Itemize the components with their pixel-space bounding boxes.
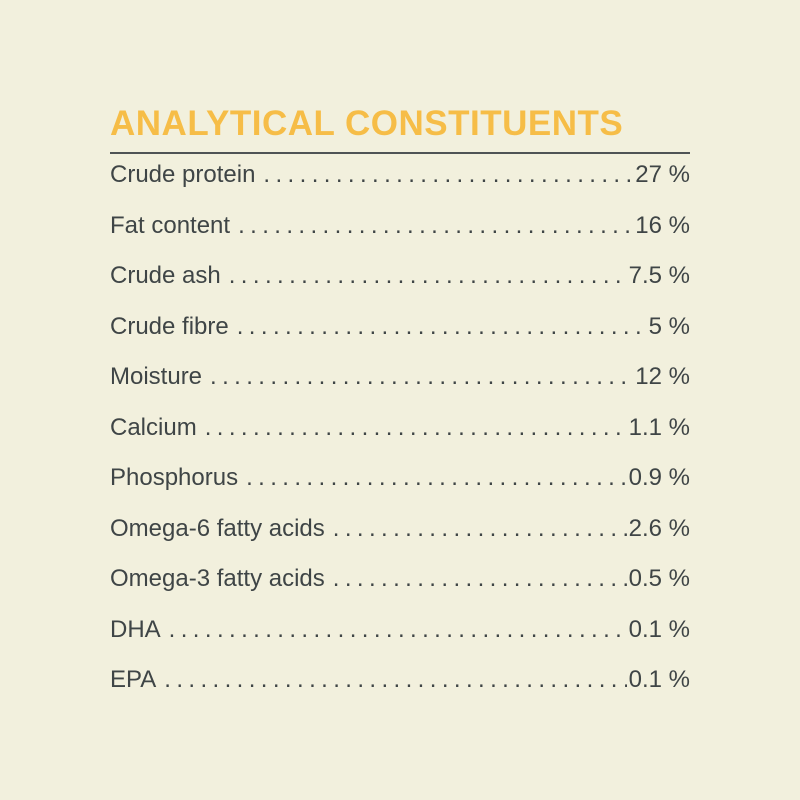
constituent-label: Omega-6 fatty acids bbox=[110, 514, 325, 542]
constituent-row-calcium: Calcium 1.1 % bbox=[110, 414, 690, 465]
constituent-row-moisture: Moisture 12 % bbox=[110, 363, 690, 414]
constituent-value: 27 % bbox=[635, 161, 690, 188]
constituent-row-fat-content: Fat content 16 % bbox=[110, 212, 690, 263]
constituents-list: Crude protein 27 % Fat content 16 % Crud… bbox=[110, 161, 690, 717]
constituent-value: 2.6 % bbox=[628, 514, 690, 542]
dot-leader bbox=[333, 565, 627, 593]
constituent-label: Moisture bbox=[110, 363, 203, 390]
constituent-row-dha: DHA 0.1 % bbox=[110, 616, 690, 667]
title-divider bbox=[110, 152, 690, 154]
constituent-value: 5 % bbox=[648, 312, 690, 340]
dot-leader bbox=[210, 363, 633, 391]
constituent-label: Fat content bbox=[110, 211, 231, 239]
dot-leader bbox=[169, 616, 627, 644]
constituent-value: 0.1 % bbox=[628, 615, 690, 643]
dot-leader bbox=[237, 313, 647, 341]
dot-leader bbox=[238, 212, 633, 240]
constituent-label: Phosphorus bbox=[110, 464, 239, 491]
constituent-value: 0.5 % bbox=[628, 565, 690, 592]
constituent-row-omega-6: Omega-6 fatty acids 2.6 % bbox=[110, 515, 690, 566]
dot-leader bbox=[229, 262, 627, 290]
constituent-row-phosphorus: Phosphorus 0.9 % bbox=[110, 464, 690, 515]
constituent-row-epa: EPA 0.1 % bbox=[110, 666, 690, 717]
constituent-label: Calcium bbox=[110, 413, 197, 441]
constituent-row-crude-ash: Crude ash 7.5 % bbox=[110, 262, 690, 313]
constituent-row-omega-3: Omega-3 fatty acids 0.5 % bbox=[110, 565, 690, 616]
constituent-row-crude-fibre: Crude fibre 5 % bbox=[110, 313, 690, 364]
section-title: ANALYTICAL CONSTITUENTS bbox=[110, 104, 624, 143]
constituent-label: Crude fibre bbox=[110, 312, 229, 340]
constituent-value: 1.1 % bbox=[628, 413, 690, 441]
constituent-value: 16 % bbox=[635, 211, 690, 239]
constituent-value: 0.9 % bbox=[628, 464, 690, 491]
dot-leader bbox=[333, 515, 627, 543]
constituent-label: DHA bbox=[110, 615, 161, 643]
constituent-value: 0.1 % bbox=[628, 666, 690, 693]
dot-leader bbox=[164, 666, 626, 694]
analytical-constituents-panel: ANALYTICAL CONSTITUENTS Crude protein 27… bbox=[110, 104, 690, 717]
dot-leader bbox=[205, 414, 627, 442]
constituent-label: Crude ash bbox=[110, 262, 221, 289]
constituent-label: Omega-3 fatty acids bbox=[110, 565, 325, 592]
constituent-value: 7.5 % bbox=[628, 262, 690, 289]
constituent-label: Crude protein bbox=[110, 161, 256, 188]
dot-leader bbox=[246, 464, 627, 492]
constituent-value: 12 % bbox=[635, 363, 690, 390]
constituent-label: EPA bbox=[110, 666, 157, 693]
constituent-row-crude-protein: Crude protein 27 % bbox=[110, 161, 690, 212]
dot-leader bbox=[263, 161, 633, 189]
